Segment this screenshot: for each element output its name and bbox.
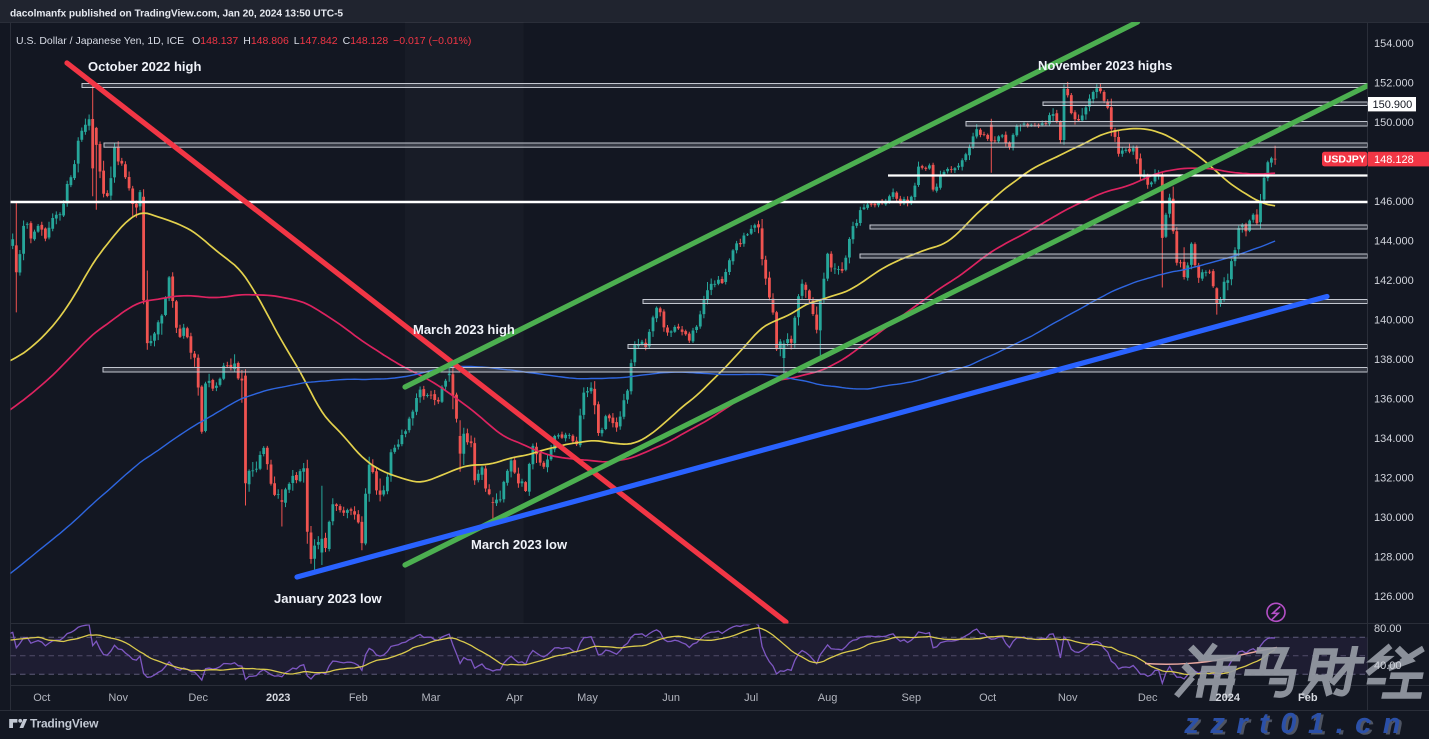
svg-text:USDJPY: USDJPY [1324, 154, 1366, 166]
svg-text:October 2022 high: October 2022 high [88, 59, 201, 74]
svg-text:Aug: Aug [818, 692, 838, 704]
svg-text:Mar: Mar [422, 692, 441, 704]
svg-text:TradingView: TradingView [30, 716, 99, 730]
svg-text:132.000: 132.000 [1374, 472, 1414, 484]
svg-text:Apr: Apr [506, 692, 523, 704]
svg-text:March 2023 low: March 2023 low [471, 537, 568, 552]
svg-text:Jun: Jun [662, 692, 680, 704]
svg-text:zzrt01.cn: zzrt01.cn [1186, 710, 1415, 739]
svg-text:136.000: 136.000 [1374, 393, 1414, 405]
svg-text:150.900: 150.900 [1373, 99, 1413, 111]
svg-text:Nov: Nov [108, 692, 128, 704]
svg-text:November 2023 highs: November 2023 highs [1038, 58, 1172, 73]
svg-text:154.000: 154.000 [1374, 38, 1414, 50]
svg-text:152.000: 152.000 [1374, 77, 1414, 89]
svg-text:Sep: Sep [902, 692, 922, 704]
svg-text:Oct: Oct [33, 692, 50, 704]
svg-text:150.000: 150.000 [1374, 117, 1414, 129]
svg-text:40.00: 40.00 [1374, 660, 1402, 672]
svg-text:Feb: Feb [1298, 692, 1318, 704]
svg-text:138.000: 138.000 [1374, 354, 1414, 366]
svg-text:148.128: 148.128 [1374, 154, 1414, 166]
svg-text:Dec: Dec [188, 692, 208, 704]
svg-text:dacolmanfx published on Tradin: dacolmanfx published on TradingView.com,… [10, 9, 343, 20]
svg-text:2023: 2023 [266, 692, 290, 704]
svg-text:144.000: 144.000 [1374, 235, 1414, 247]
svg-text:Jul: Jul [744, 692, 758, 704]
svg-text:80.00: 80.00 [1374, 623, 1402, 635]
svg-text:Oct: Oct [979, 692, 996, 704]
svg-text:U.S. Dollar / Japanese Yen, 1D: U.S. Dollar / Japanese Yen, 1D, ICE O148.… [16, 35, 471, 47]
svg-text:zzrt01.cn: zzrt01.cn [1183, 708, 1412, 739]
svg-text:Dec: Dec [1138, 692, 1158, 704]
svg-text:March 2023 high: March 2023 high [413, 322, 515, 337]
svg-text:May: May [577, 692, 598, 704]
svg-text:134.000: 134.000 [1374, 433, 1414, 445]
svg-text:140.000: 140.000 [1374, 314, 1414, 326]
svg-text:142.000: 142.000 [1374, 275, 1414, 287]
svg-text:January 2023 low: January 2023 low [274, 591, 383, 606]
svg-text:128.000: 128.000 [1374, 551, 1414, 563]
svg-text:126.000: 126.000 [1374, 591, 1414, 603]
svg-text:Feb: Feb [349, 692, 368, 704]
svg-text:130.000: 130.000 [1374, 512, 1414, 524]
svg-text:Nov: Nov [1058, 692, 1078, 704]
svg-text:2024: 2024 [1216, 692, 1241, 704]
svg-text:146.000: 146.000 [1374, 196, 1414, 208]
